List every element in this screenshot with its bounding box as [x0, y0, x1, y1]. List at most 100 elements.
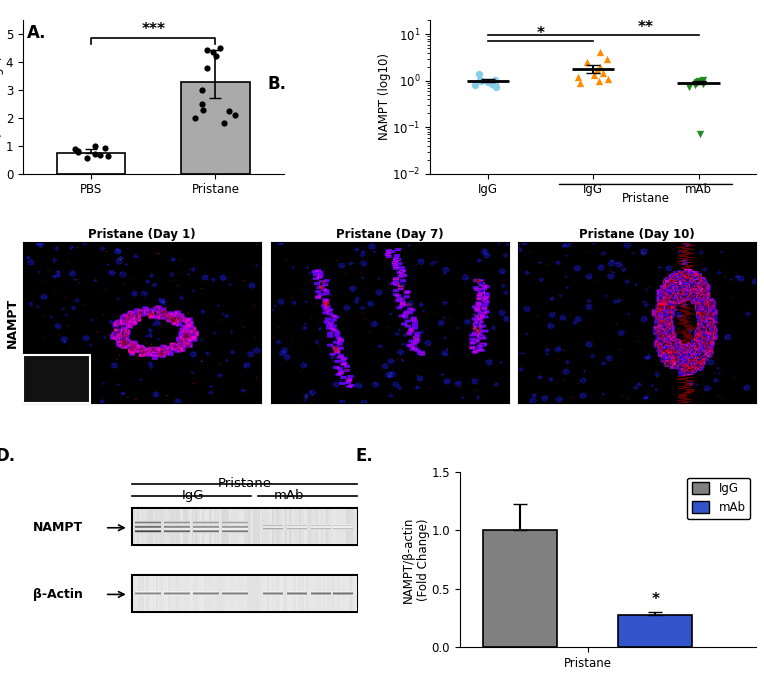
Bar: [344, 510, 345, 545]
Bar: [325, 576, 326, 611]
Text: ***: ***: [141, 22, 165, 37]
Bar: [246, 576, 248, 611]
Bar: [240, 510, 241, 545]
Bar: [318, 576, 319, 611]
Bar: [144, 576, 146, 611]
Bar: [243, 576, 244, 611]
Bar: [326, 510, 329, 545]
Bar: [138, 576, 139, 611]
Bar: [189, 510, 190, 545]
Bar: [338, 510, 340, 545]
Bar: [337, 510, 338, 545]
Bar: [301, 510, 303, 545]
Bar: [319, 510, 322, 545]
Point: [201, 62, 213, 73]
Bar: [192, 510, 193, 545]
Point: [189, 113, 201, 123]
Bar: [156, 576, 157, 611]
Bar: [243, 510, 244, 545]
Text: B.: B.: [267, 75, 286, 92]
Point: [588, 69, 600, 80]
Bar: [229, 576, 231, 611]
Bar: [190, 510, 192, 545]
Text: **: **: [638, 20, 654, 34]
Bar: [221, 576, 222, 611]
Bar: [195, 510, 197, 545]
Bar: [287, 576, 289, 611]
Point: [597, 67, 610, 78]
Point: [229, 110, 241, 121]
Bar: [23, 355, 89, 403]
Bar: [354, 576, 355, 611]
Text: A.: A.: [27, 24, 46, 42]
Bar: [251, 510, 253, 545]
Bar: [170, 576, 171, 611]
Bar: [183, 576, 185, 611]
Bar: [244, 576, 246, 611]
Bar: [219, 510, 221, 545]
Bar: [141, 576, 142, 611]
Point: [698, 78, 710, 89]
Bar: [267, 576, 268, 611]
Point: [691, 77, 703, 88]
Bar: [146, 576, 147, 611]
Bar: [265, 510, 267, 545]
Bar: [226, 576, 228, 611]
Bar: [304, 510, 306, 545]
Bar: [163, 510, 164, 545]
Bar: [161, 576, 163, 611]
Bar: [176, 576, 178, 611]
Bar: [344, 576, 345, 611]
Point: [694, 129, 706, 140]
Bar: [250, 510, 251, 545]
Bar: [309, 576, 311, 611]
Bar: [192, 576, 193, 611]
Bar: [313, 510, 315, 545]
Bar: [193, 576, 195, 611]
Bar: [347, 576, 348, 611]
Bar: [173, 510, 175, 545]
Bar: [209, 510, 211, 545]
Bar: [178, 576, 180, 611]
Point: [223, 106, 235, 117]
Bar: [308, 576, 309, 611]
Bar: [236, 576, 238, 611]
Text: mAb: mAb: [274, 489, 304, 502]
Bar: [211, 576, 212, 611]
Bar: [306, 576, 308, 611]
Bar: [233, 510, 235, 545]
Point: [73, 146, 85, 156]
Bar: [226, 510, 228, 545]
Bar: [287, 510, 289, 545]
Bar: [286, 576, 287, 611]
Point: [102, 151, 114, 162]
Bar: [332, 510, 333, 545]
Bar: [157, 576, 160, 611]
Bar: [322, 510, 323, 545]
Bar: [345, 576, 347, 611]
Bar: [197, 576, 199, 611]
Bar: [199, 510, 200, 545]
Bar: [182, 576, 183, 611]
Bar: [260, 510, 262, 545]
Bar: [231, 510, 233, 545]
Bar: [351, 576, 352, 611]
Bar: [316, 510, 318, 545]
Bar: [253, 576, 255, 611]
Bar: [186, 510, 189, 545]
Bar: [147, 576, 149, 611]
Bar: [132, 575, 358, 612]
Bar: [202, 576, 204, 611]
Bar: [332, 576, 333, 611]
Bar: [224, 510, 226, 545]
Bar: [168, 576, 170, 611]
Bar: [484, 530, 558, 647]
Bar: [157, 510, 160, 545]
Bar: [141, 510, 142, 545]
Bar: [218, 576, 219, 611]
Bar: [262, 576, 264, 611]
Bar: [57, 153, 125, 174]
Bar: [167, 576, 168, 611]
Bar: [272, 576, 274, 611]
Bar: [284, 510, 286, 545]
